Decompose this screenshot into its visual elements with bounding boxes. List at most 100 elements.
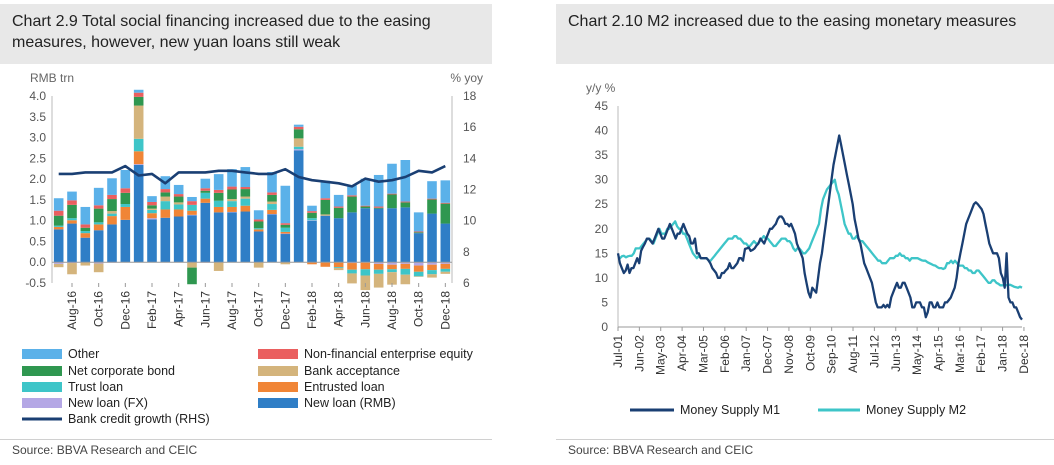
bar-segment	[53, 263, 64, 268]
bar-segment	[147, 205, 157, 209]
bar-segment	[347, 196, 357, 213]
bar-segment	[333, 267, 344, 269]
bar-segment	[320, 215, 331, 263]
legend-swatch	[22, 398, 62, 408]
y-tick-label: 0.0	[29, 255, 46, 269]
y-tick-label: 45	[595, 99, 609, 113]
bar-segment	[413, 233, 424, 263]
bar-segment	[120, 204, 131, 207]
x-tick-label: May-14	[910, 335, 924, 375]
y-tick-label: 5	[601, 295, 608, 309]
x-tick-label: Dec-16	[118, 291, 132, 330]
bar-segment	[107, 216, 117, 225]
bar-segment	[187, 196, 197, 202]
bar-segment	[67, 223, 77, 263]
bar-segment	[253, 229, 264, 232]
bar-segment	[347, 273, 357, 284]
bar-segment	[187, 215, 197, 263]
bar-segment	[293, 150, 304, 263]
bar-segment	[133, 164, 144, 165]
x-tick-label: Feb-06	[718, 335, 732, 373]
bar-segment	[187, 210, 197, 215]
y-tick-label: 0.5	[29, 234, 46, 248]
legend-label: Net corporate bond	[68, 364, 175, 378]
bar-segment	[173, 209, 184, 217]
bar-segment	[227, 201, 237, 207]
bar-segment	[147, 196, 157, 202]
bar-segment	[147, 219, 157, 263]
y2-axis-label: % yoy	[450, 71, 483, 85]
x-tick-label: Jul-12	[867, 335, 881, 368]
bar-segment	[427, 262, 437, 265]
bar-segment	[400, 263, 411, 269]
y2-tick-label: 6	[463, 276, 470, 290]
bar-segment	[347, 212, 357, 263]
y-tick-label: 1.0	[29, 214, 46, 228]
bar-segment	[200, 202, 211, 263]
bar-segment	[147, 209, 157, 214]
x-tick-label: May-03	[654, 335, 668, 375]
bar-segment	[227, 169, 237, 187]
bar-segment	[227, 189, 237, 200]
chart-source: Source: BBVA Research and CEIC	[568, 443, 754, 457]
bar-segment	[187, 262, 197, 268]
y2-tick-label: 14	[463, 151, 477, 165]
bar-segment	[227, 186, 237, 190]
y-axis-label: y/y %	[586, 81, 616, 95]
y-tick-label: 40	[595, 124, 609, 138]
chart-panel-2-10: Chart 2.10 M2 increased due to the easin…	[556, 0, 1054, 465]
y-tick-label: 2.5	[29, 151, 46, 165]
legend-label: Other	[68, 347, 99, 361]
bar-segment	[387, 193, 397, 195]
bar-segment	[427, 199, 437, 214]
bar-segment	[333, 262, 344, 268]
x-tick-label: Apr-18	[332, 291, 346, 327]
bar-segment	[133, 138, 144, 152]
bar-segment	[333, 268, 344, 271]
legend-label: Bank acceptance	[304, 364, 400, 378]
bar-segment	[347, 269, 357, 274]
legend-label: Bank credit growth (RHS)	[68, 412, 210, 426]
bar-segment	[413, 232, 424, 234]
bar-segment	[227, 199, 237, 202]
y-tick-label: 3.5	[29, 110, 46, 124]
bar-segment	[53, 225, 64, 227]
bar-segment	[400, 202, 411, 208]
y-tick-label: 2.0	[29, 172, 46, 186]
bar-segment	[387, 269, 397, 273]
m1-line	[616, 134, 1023, 321]
y-tick-label: 20	[595, 222, 609, 236]
bar-segment	[173, 196, 184, 203]
bar-segment	[293, 149, 304, 151]
bar-segment	[440, 263, 451, 269]
bar-segment	[173, 202, 184, 205]
bar-segment	[93, 205, 104, 209]
bar-segment	[280, 233, 291, 263]
y2-tick-label: 18	[463, 89, 477, 103]
x-tick-label: Feb-18	[305, 291, 319, 329]
x-tick-label: Apr-15	[931, 335, 945, 371]
bar-segment	[293, 129, 304, 139]
bar-segment	[373, 208, 384, 263]
bar-segment	[133, 105, 144, 139]
bar-segment	[107, 194, 117, 200]
x-tick-label: Feb-17	[974, 335, 988, 373]
chart-title: Chart 2.9 Total social financing increas…	[0, 4, 492, 64]
bar-segment	[360, 206, 371, 209]
bar-segment	[173, 216, 184, 263]
x-tick-label: Apr-17	[172, 291, 186, 327]
bar-segment	[373, 263, 384, 270]
x-tick-label: Aug-16	[65, 291, 79, 330]
x-tick-label: Aug-11	[846, 335, 860, 373]
bar-segment	[53, 215, 64, 226]
x-tick-label: Feb-17	[145, 291, 159, 329]
y-tick-label: 1.5	[29, 193, 46, 207]
bar-segment	[120, 206, 131, 220]
bar-segment	[267, 214, 277, 263]
bar-segment	[267, 194, 277, 202]
bar-segment	[93, 262, 104, 264]
bar-segment	[360, 262, 371, 270]
bar-segment	[387, 272, 397, 285]
bar-segment	[307, 218, 317, 221]
bar-segment	[307, 212, 317, 219]
